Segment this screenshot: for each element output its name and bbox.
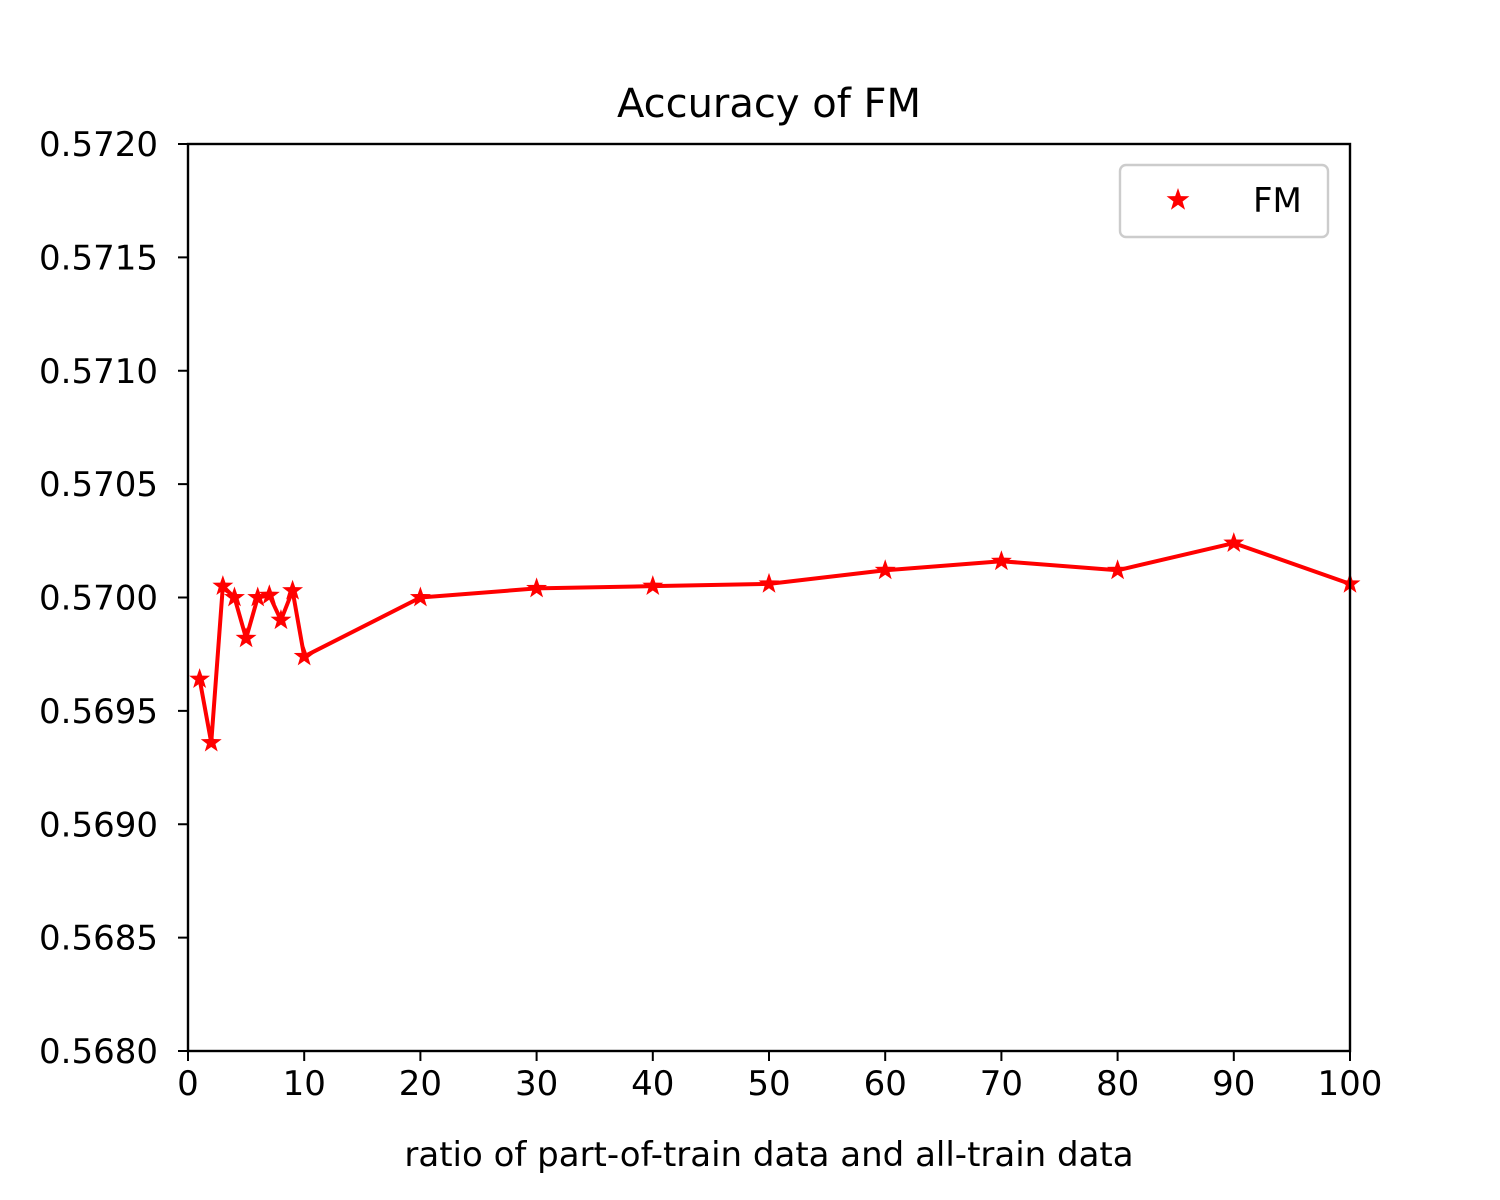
legend-star-icon (1166, 188, 1190, 210)
data-point-star (235, 627, 257, 648)
x-tick-label: 40 (631, 1064, 674, 1104)
x-tick-label: 90 (1212, 1064, 1255, 1104)
data-point-star (224, 586, 245, 607)
data-point-star (189, 668, 211, 689)
data-point-star (247, 586, 269, 607)
x-tick-label: 100 (1318, 1064, 1383, 1104)
chart-title: Accuracy of FM (617, 81, 921, 127)
y-tick-label: 0.5700 (39, 579, 158, 619)
data-point-star (212, 575, 234, 596)
y-tick-label: 0.5690 (39, 805, 158, 845)
y-tick-label: 0.5695 (39, 692, 158, 732)
data-point-star (293, 645, 315, 666)
data-point-star (642, 575, 664, 596)
legend-frame (1118, 163, 1330, 239)
legend: FM (1118, 163, 1330, 239)
data-point-star (258, 584, 280, 605)
data-point-star (270, 609, 292, 630)
data-point-star (758, 572, 780, 593)
x-tick-label: 80 (1096, 1064, 1139, 1104)
data-point-star (1223, 532, 1245, 552)
data-point-star (282, 579, 304, 600)
legend-label: FM (1253, 181, 1302, 221)
y-tick-label: 0.5705 (39, 465, 158, 505)
x-axis-ticks: 0 10 20 30 40 50 60 70 80 90 100 (177, 1051, 1382, 1104)
y-tick-label: 0.5685 (39, 919, 158, 959)
x-tick-label: 60 (864, 1064, 907, 1104)
y-tick-label: 0.5715 (39, 238, 158, 278)
x-tick-label: 10 (283, 1064, 326, 1104)
series-line (197, 541, 1351, 745)
x-tick-label: 30 (515, 1064, 558, 1104)
y-tick-label: 0.5710 (39, 352, 158, 392)
y-tick-label: 0.5680 (39, 1032, 158, 1072)
x-tick-label: 20 (399, 1064, 442, 1104)
x-tick-label: 50 (747, 1064, 790, 1104)
data-point-star (200, 731, 222, 752)
data-point-star (874, 559, 896, 580)
x-axis-label: ratio of part-of-train data and all-trai… (404, 1135, 1133, 1175)
data-point-star (526, 577, 548, 598)
y-axis-ticks: 0.5680 0.5685 0.5690 0.5695 0.5700 0.5705 0.57… (39, 125, 188, 1072)
data-point-star (409, 586, 431, 607)
data-point-star (1107, 559, 1129, 580)
data-point-star (990, 550, 1012, 571)
x-tick-label: 70 (980, 1064, 1023, 1104)
y-tick-label: 0.5720 (39, 125, 158, 165)
x-tick-label: 0 (177, 1064, 199, 1104)
plot-area (189, 532, 1361, 752)
axes-frame (186, 142, 1352, 1053)
